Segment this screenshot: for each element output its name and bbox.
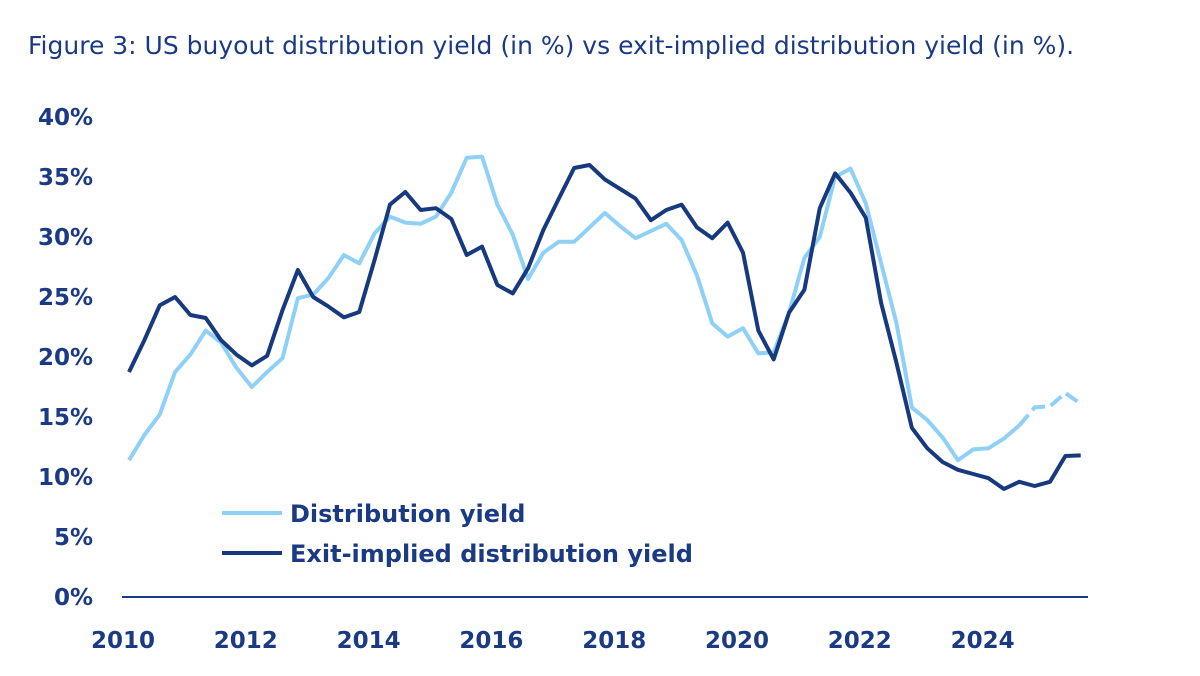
legend-label-distribution-yield: Distribution yield [290, 500, 525, 528]
y-tick-label: 25% [38, 285, 93, 311]
distribution-yield-line [127, 154, 1021, 463]
y-tick-label: 30% [38, 225, 93, 251]
x-tick-label: 2020 [705, 628, 769, 654]
x-tick-label: 2010 [91, 628, 155, 654]
y-tick-label: 20% [38, 345, 93, 371]
y-tick-label: 40% [38, 105, 93, 131]
x-tick-label: 2012 [214, 628, 278, 654]
x-tick-label: 2016 [459, 628, 523, 654]
x-tick-label: 2014 [337, 628, 401, 654]
distribution-yield-line-estimate [1017, 391, 1082, 427]
x-tick-label: 2024 [951, 628, 1015, 654]
y-tick-label: 10% [38, 465, 93, 491]
y-tick-label: 5% [54, 525, 93, 551]
y-tick-label: 15% [38, 405, 93, 431]
exit-implied-distribution-yield-line [127, 163, 1081, 491]
x-tick-label: 2022 [828, 628, 892, 654]
legend-label-exit-implied-distribution-yield: Exit-implied distribution yield [290, 540, 693, 568]
x-tick-label: 2018 [582, 628, 646, 654]
y-tick-label: 35% [38, 165, 93, 191]
y-tick-label: 0% [54, 585, 93, 611]
chart-title: Figure 3: US buyout distribution yield (… [28, 31, 1074, 60]
legend: Distribution yield Exit-implied distribu… [222, 500, 693, 568]
